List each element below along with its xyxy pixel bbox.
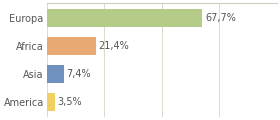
Text: 7,4%: 7,4%: [66, 69, 91, 79]
Bar: [46, 9, 202, 27]
Bar: [46, 65, 64, 83]
Text: 21,4%: 21,4%: [99, 41, 129, 51]
Text: 3,5%: 3,5%: [57, 97, 82, 107]
Bar: [46, 93, 55, 111]
Text: 67,7%: 67,7%: [205, 13, 236, 23]
Bar: [46, 37, 96, 55]
